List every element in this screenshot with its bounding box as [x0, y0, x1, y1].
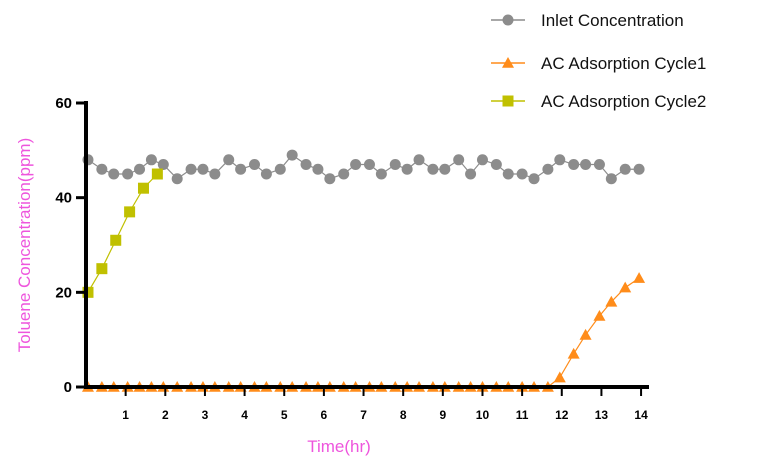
axes — [84, 101, 649, 389]
data-point — [108, 168, 120, 180]
data-point — [439, 163, 451, 175]
x-tick-label: 14 — [634, 408, 648, 422]
data-point — [363, 159, 375, 171]
data-point — [516, 168, 528, 180]
legend-item-inlet-concentration: Inlet Concentration — [491, 11, 684, 30]
data-point — [502, 168, 514, 180]
x-tick-label: 6 — [321, 408, 328, 422]
data-point — [605, 295, 618, 307]
data-point — [528, 173, 540, 185]
legend-item-ac-adsorption-cycle2: AC Adsorption Cycle2 — [491, 92, 706, 111]
data-point — [96, 163, 108, 175]
x-tick-label: 7 — [360, 408, 367, 422]
data-point — [350, 159, 362, 171]
data-point — [124, 206, 136, 218]
data-point — [542, 163, 554, 175]
data-point — [633, 163, 645, 175]
x-tick-label: 2 — [162, 408, 169, 422]
data-point — [134, 163, 146, 175]
y-tick-label: 0 — [64, 379, 72, 396]
legend: Inlet Concentration AC Adsorption Cycle1 A… — [491, 11, 706, 111]
data-point — [197, 163, 209, 175]
x-tick-label: 12 — [555, 408, 569, 422]
data-point — [235, 163, 247, 175]
data-point — [453, 154, 465, 166]
data-point — [157, 159, 169, 171]
legend-item-ac-adsorption-cycle1: AC Adsorption Cycle1 — [491, 54, 706, 73]
data-point — [389, 159, 401, 171]
y-axis-title: Toluene Concentration(ppm) — [15, 138, 34, 353]
x-tick-label: 8 — [400, 408, 407, 422]
y-tick-label: 60 — [55, 95, 72, 112]
data-point — [633, 272, 646, 283]
x-tick-label: 5 — [281, 408, 288, 422]
y-ticks: 0 20 40 60 — [55, 95, 86, 396]
legend-label: AC Adsorption Cycle2 — [541, 92, 706, 111]
data-point — [619, 163, 631, 175]
data-point — [554, 154, 566, 166]
series-ac-adsorption-cycle2 — [82, 168, 163, 298]
data-point — [593, 310, 606, 321]
data-point — [568, 159, 580, 171]
data-point — [619, 281, 632, 293]
data-point — [413, 154, 425, 166]
legend-swatch-marker — [502, 57, 514, 68]
x-tick-label: 1 — [122, 408, 129, 422]
series-layer — [81, 149, 646, 392]
y-tick-label: 40 — [55, 190, 72, 207]
x-tick-label: 13 — [595, 408, 609, 422]
data-point — [553, 371, 566, 383]
data-point — [465, 168, 477, 180]
data-point — [249, 159, 261, 171]
data-point — [185, 163, 197, 175]
data-point — [300, 159, 312, 171]
data-point — [580, 159, 592, 171]
data-point — [567, 347, 580, 359]
data-point — [122, 168, 134, 180]
data-point — [490, 159, 502, 171]
x-ticks: 1 2 3 4 5 6 7 8 9 10 11 12 13 14 — [122, 387, 648, 422]
series-ac-adsorption-cycle1 — [81, 272, 646, 392]
x-tick-label: 4 — [241, 408, 248, 422]
x-tick-label: 11 — [516, 408, 529, 422]
data-point — [286, 149, 298, 161]
data-point — [593, 159, 605, 171]
data-point — [260, 168, 272, 180]
x-axis-title: Time(hr) — [307, 437, 371, 456]
x-tick-label: 3 — [202, 408, 209, 422]
data-point — [324, 173, 336, 185]
data-point — [145, 154, 157, 166]
data-point — [110, 234, 122, 246]
x-tick-label: 10 — [476, 408, 490, 422]
data-point — [151, 168, 163, 180]
data-point — [375, 168, 387, 180]
data-point — [171, 173, 183, 185]
data-point — [605, 173, 617, 185]
data-point — [579, 328, 592, 340]
data-point — [96, 263, 108, 275]
data-point — [476, 154, 488, 166]
series-line — [87, 277, 640, 388]
legend-swatch-marker — [502, 95, 514, 107]
data-point — [209, 168, 221, 180]
data-point — [427, 163, 439, 175]
legend-label: AC Adsorption Cycle1 — [541, 54, 706, 73]
series-inlet-concentration — [82, 149, 645, 185]
y-tick-label: 20 — [55, 284, 72, 301]
data-point — [274, 163, 286, 175]
x-tick-label: 9 — [439, 408, 446, 422]
data-point — [223, 154, 235, 166]
data-point — [137, 182, 149, 194]
data-point — [401, 163, 413, 175]
data-point — [312, 163, 324, 175]
data-point — [338, 168, 350, 180]
legend-label: Inlet Concentration — [541, 11, 684, 30]
legend-swatch-marker — [502, 14, 514, 26]
